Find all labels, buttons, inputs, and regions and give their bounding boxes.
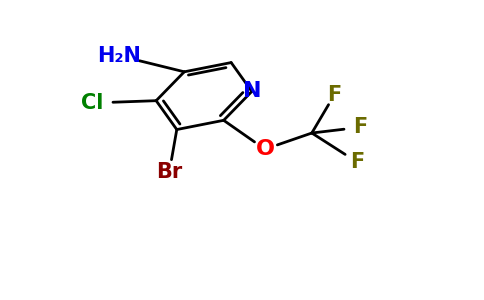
Text: Br: Br <box>156 162 182 182</box>
Text: F: F <box>327 85 341 105</box>
Text: O: O <box>256 139 274 159</box>
Text: N: N <box>242 81 261 101</box>
Text: H₂N: H₂N <box>97 46 140 66</box>
Text: F: F <box>353 117 368 137</box>
Text: F: F <box>350 152 364 172</box>
Text: Cl: Cl <box>81 93 104 113</box>
